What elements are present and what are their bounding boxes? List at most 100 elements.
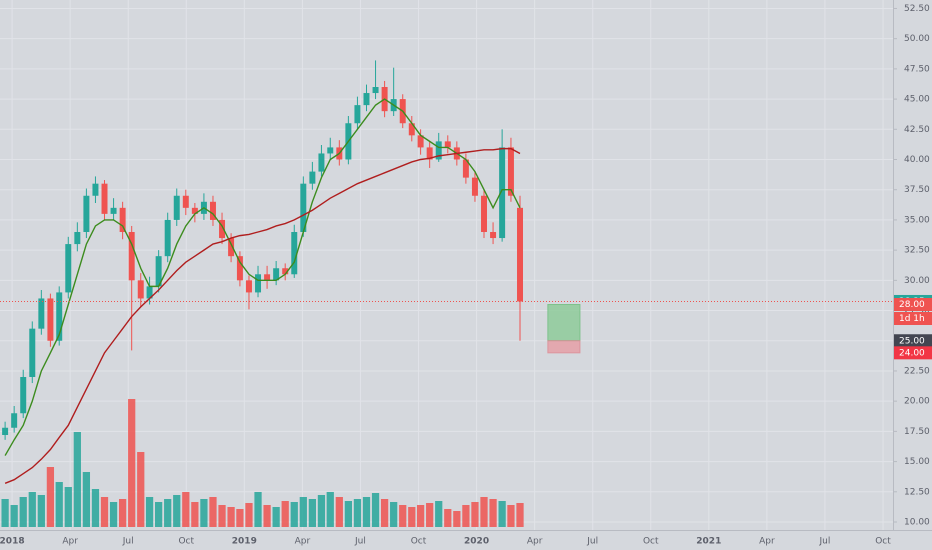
candle-body <box>363 93 370 106</box>
volume-bar <box>254 492 262 527</box>
volume-bar <box>137 452 145 527</box>
candle-body <box>372 87 379 94</box>
volume-bar <box>435 501 443 527</box>
position-stop-zone <box>547 340 581 354</box>
volume-bar <box>100 497 109 527</box>
volume-bar <box>480 497 488 527</box>
candle-body <box>20 377 27 414</box>
y-tick-label: 45.00 <box>904 95 930 105</box>
volume-bar <box>326 492 334 527</box>
x-tick-label: Jul <box>819 537 831 547</box>
volume-bar <box>46 467 55 527</box>
volume-bar <box>145 497 154 527</box>
x-tick-label: Apr <box>527 537 543 547</box>
volume-bar <box>263 505 271 527</box>
volume-bar <box>182 492 190 527</box>
volume-bar <box>109 502 118 527</box>
candle-body <box>119 207 126 232</box>
candle-body <box>146 286 153 299</box>
y-tick-label: 17.50 <box>904 427 930 437</box>
candle-body <box>327 147 334 154</box>
volume-bar <box>290 502 298 527</box>
volume-bar <box>489 499 497 527</box>
candle-body <box>137 280 144 299</box>
x-tick-label: Oct <box>411 537 427 547</box>
volume-bar <box>317 495 326 527</box>
volume-bar <box>164 499 172 527</box>
x-tick-label: 2020 <box>464 537 489 547</box>
volume-bar <box>10 505 18 527</box>
volume-bar <box>462 505 470 527</box>
volume-bar <box>272 507 280 527</box>
candle-body <box>481 195 487 232</box>
volume-bar <box>335 497 343 527</box>
candle-body <box>29 328 36 377</box>
y-tick-label: 32.50 <box>904 246 930 256</box>
y-tick-label: 47.50 <box>904 64 930 74</box>
price-tag-label: 25.00 <box>899 336 925 346</box>
candle-body <box>2 427 9 435</box>
x-tick-label: Apr <box>759 537 775 547</box>
candle-body <box>517 207 523 302</box>
volume-bar <box>55 482 63 527</box>
volume-bar <box>119 499 127 527</box>
position-target-zone <box>547 304 581 342</box>
candle-body <box>65 244 72 293</box>
volume-bar <box>362 497 371 527</box>
moving-average <box>4 98 521 456</box>
x-tick-label: Apr <box>295 537 311 547</box>
moving-average <box>4 147 521 484</box>
candle-body <box>318 153 325 172</box>
volume-bar <box>37 495 45 527</box>
candle-body <box>255 274 262 293</box>
volume-bar <box>416 505 425 527</box>
y-tick-label: 52.50 <box>904 4 930 14</box>
candle-body <box>264 274 271 281</box>
candle-body <box>309 171 316 184</box>
x-tick-label: Apr <box>62 537 78 547</box>
x-tick-label: Oct <box>178 537 194 547</box>
volume-bar <box>426 503 434 527</box>
candle-body <box>354 105 361 124</box>
volume-bar <box>353 499 362 527</box>
candle-body <box>471 177 478 196</box>
volume-bar <box>1 499 9 527</box>
price-tag-bg <box>894 346 932 360</box>
y-tick-label: 42.50 <box>904 125 930 135</box>
candle-body <box>56 292 63 341</box>
volume-bar <box>371 493 380 527</box>
candle-body <box>128 232 135 281</box>
volume-bar <box>471 502 479 527</box>
volume-bar <box>227 507 235 527</box>
volume-bar <box>390 502 398 527</box>
volume-bar <box>82 472 91 527</box>
candle-body <box>38 298 45 329</box>
candle-body <box>236 256 243 281</box>
candle-body <box>245 280 252 293</box>
y-tick-label: 20.00 <box>904 397 930 407</box>
x-tick-label: 2018 <box>0 537 25 547</box>
y-tick-label: 30.00 <box>904 276 930 286</box>
x-tick-label: 2019 <box>232 537 257 547</box>
price-tag-label: 1d 1h <box>899 314 925 324</box>
price-tag-bg <box>894 334 932 348</box>
y-tick-label: 37.50 <box>904 185 930 195</box>
candle-body <box>462 159 469 178</box>
candle-body <box>164 219 171 257</box>
candle-body <box>273 268 280 281</box>
volume-bar <box>308 499 316 527</box>
candle-body <box>408 123 415 136</box>
candle-body <box>228 238 235 257</box>
volume-bar <box>399 505 407 527</box>
candle-body <box>11 413 18 428</box>
candle-body <box>300 183 307 232</box>
volume-bar <box>344 501 352 527</box>
price-tag-label: 24.00 <box>899 348 925 358</box>
x-tick-label: 2021 <box>696 537 721 547</box>
x-tick-label: Jul <box>122 537 134 547</box>
y-tick-label: 12.50 <box>904 487 930 497</box>
candle-body <box>110 207 117 214</box>
volume-bar <box>408 507 416 527</box>
y-tick-label: 35.00 <box>904 215 930 225</box>
candle-body <box>155 256 162 287</box>
